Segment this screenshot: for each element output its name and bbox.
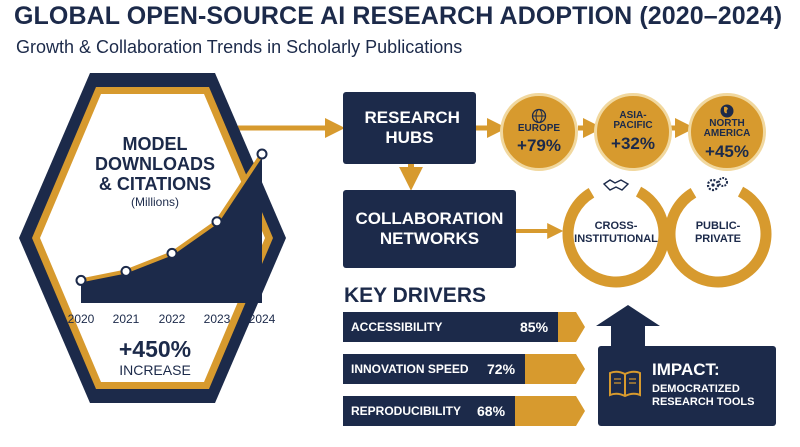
region-asia-pacific: ASIA- PACIFIC +32%: [594, 93, 672, 171]
ring-label-cross-2: INSTITUTIONAL: [574, 233, 658, 246]
region-north-america-name-1: NORTH: [709, 117, 745, 129]
collaboration-box: COLLABORATION NETWORKS: [343, 190, 516, 268]
region-asia-pacific-name-1: ASIA-: [619, 109, 647, 121]
research-hubs-box: RESEARCH HUBS: [343, 92, 476, 164]
ring-label-public-private: PUBLIC- PRIVATE: [673, 220, 763, 246]
region-europe-name: EUROPE: [517, 122, 561, 134]
x-tick-label-2022: 2022: [158, 312, 186, 326]
ring-label-public-2: PRIVATE: [694, 233, 742, 246]
region-europe-value: +79%: [517, 136, 561, 156]
driver-bars: ACCESSIBILITY 85% INNOVATION SPEED 72% REPRO…: [343, 312, 588, 432]
ring-label-cross-institutional: CROSS- INSTITUTIONAL: [571, 220, 661, 246]
region-asia-pacific-name-2: PACIFIC: [613, 120, 653, 131]
chart-area: [81, 154, 262, 303]
region-north-america-name-2: AMERICA: [703, 128, 751, 139]
x-tick-label-2023: 2023: [203, 312, 231, 326]
globe-americas-icon: [720, 104, 734, 117]
region-europe: EUROPE +79%: [500, 93, 578, 171]
impact-line1: DEMOCRATIZED: [652, 383, 740, 395]
driver-value: 72%: [487, 361, 516, 377]
x-tick-label-2021: 2021: [112, 312, 140, 326]
downloads-chart: [75, 148, 268, 303]
increase-label: INCREASE: [119, 362, 191, 378]
research-hubs-label: RESEARCH HUBS: [364, 108, 460, 147]
x-tick-label-2020: 2020: [67, 312, 95, 326]
chart-point-2023: [211, 216, 223, 228]
chart-point-2024: [256, 148, 268, 160]
driver-bar-fill: [343, 396, 515, 426]
chart-point-2021: [120, 265, 132, 277]
driver-bar-fill: [343, 354, 525, 384]
region-asia-pacific-value: +32%: [611, 133, 655, 153]
chart-title: MODEL DOWNLOADS & CITATIONS (Millions): [80, 134, 230, 210]
driver-label: INNOVATION SPEED: [351, 362, 469, 376]
chart-title-line2: DOWNLOADS: [95, 154, 215, 175]
arrow-impact-up: [596, 305, 660, 346]
ring-label-public-1: PUBLIC-: [695, 220, 741, 232]
key-drivers-heading: KEY DRIVERS: [344, 284, 486, 307]
collaboration-label: COLLABORATION NETWORKS: [355, 209, 504, 248]
handshake-icon: [602, 179, 630, 191]
x-tick-label-2024: 2024: [248, 312, 276, 326]
impact-text: DEMOCRATIZED RESEARCH TOOLS: [652, 383, 754, 409]
driver-label: REPRODUCIBILITY: [351, 404, 462, 418]
chart-point-2020: [75, 274, 87, 286]
driver-bar-reproducibility: REPRODUCIBILITY 68%: [343, 396, 585, 426]
x-axis-tick-labels: 2020 2021 2022 2023 2024: [0, 312, 800, 328]
increase-stat: +450% INCREASE: [95, 336, 215, 378]
driver-label: ACCESSIBILITY: [351, 320, 443, 334]
book-icon: [609, 370, 641, 398]
driver-bar-innovation-speed: INNOVATION SPEED 72%: [343, 354, 585, 384]
increase-value: +450%: [118, 336, 192, 362]
chart-title-line3: & CITATIONS: [98, 174, 212, 195]
ring-label-cross-1: CROSS-: [594, 220, 638, 232]
page-subtitle: Growth & Collaboration Trends in Scholar…: [16, 37, 463, 57]
region-north-america: NORTH AMERICA +45%: [688, 93, 766, 171]
driver-value: 85%: [520, 319, 549, 335]
driver-value: 68%: [477, 403, 506, 419]
gears-icon: [706, 177, 728, 192]
page-title: GLOBAL OPEN-SOURCE AI RESEARCH ADOPTION …: [14, 2, 783, 30]
impact-box: IMPACT: DEMOCRATIZED RESEARCH TOOLS: [598, 346, 776, 426]
chart-title-line1: MODEL: [122, 134, 188, 154]
impact-line2: RESEARCH TOOLS: [652, 396, 755, 409]
region-north-america-value: +45%: [705, 141, 749, 161]
chart-unit: (Millions): [131, 195, 179, 210]
chart-point-2022: [166, 247, 178, 259]
driver-bar-fill: [343, 312, 558, 342]
globe-icon: [531, 108, 547, 123]
impact-heading: IMPACT:: [652, 360, 720, 379]
driver-bar-accessibility: ACCESSIBILITY 85%: [343, 312, 585, 342]
